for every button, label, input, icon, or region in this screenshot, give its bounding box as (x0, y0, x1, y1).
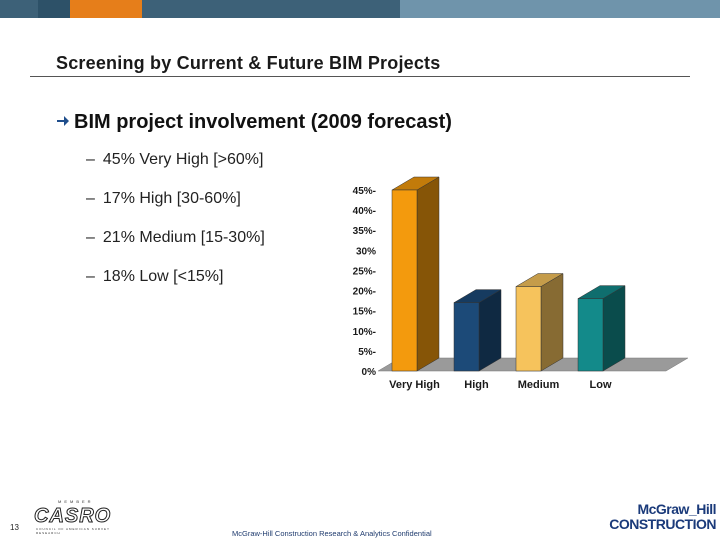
sub-bullet: –17% High [30-60%] (86, 190, 241, 208)
casro-member-label: MEMBER (58, 499, 94, 504)
arrow-right-icon (56, 114, 70, 131)
y-tick-label: 5%- (358, 347, 376, 358)
main-bullet: BIM project involvement (2009 forecast) (56, 111, 452, 134)
sub-bullet: –45% Very High [>60%] (86, 151, 263, 169)
bar-side (478, 289, 502, 372)
x-tick-label: Medium (518, 379, 560, 391)
y-tick-label: 30% (356, 246, 376, 257)
sub-bullet-dash: – (86, 229, 95, 246)
main-bullet-text: BIM project involvement (2009 forecast) (74, 111, 452, 133)
sub-bullet-dash: – (86, 268, 95, 285)
header-stripe-segment (0, 0, 38, 18)
slide-title: Screening by Current & Future BIM Projec… (56, 53, 441, 73)
y-tick-label: 40%- (353, 206, 376, 217)
x-tick-label: High (464, 379, 489, 391)
brand-line-1: McGraw_Hill (637, 501, 716, 517)
brand-line-2: CONSTRUCTION (609, 516, 716, 532)
y-tick-label: 15%- (353, 307, 376, 318)
title-divider (30, 76, 690, 77)
bar-side (602, 285, 626, 372)
sub-bullet-text: 45% Very High [>60%] (102, 151, 264, 168)
sub-bullet: –18% Low [<15%] (86, 268, 223, 286)
page-number: 13 (10, 523, 19, 532)
mcgraw-hill-logo: McGraw_Hill CONSTRUCTION (606, 502, 716, 532)
header-stripe-segment (70, 0, 142, 18)
sub-bullet-dash: – (86, 151, 95, 168)
bar-chart: 0% 5%- 10%- 15%- 20%- 25%- 30% 35%- 40%- 45%- Very… (353, 176, 689, 391)
x-tick-label: Very High (389, 379, 440, 391)
bar-side (416, 176, 440, 372)
header-stripe-segment (400, 0, 720, 18)
y-tick-label: 10%- (353, 327, 376, 338)
header-stripe-segment (142, 0, 400, 18)
bar (577, 298, 604, 372)
sub-bullet: –21% Medium [15-30%] (86, 229, 265, 247)
sub-bullet-dash: – (86, 190, 95, 207)
bar (453, 302, 480, 372)
sub-bullet-text: 21% Medium [15-30%] (102, 229, 265, 246)
y-tick-label: 25%- (353, 266, 376, 277)
x-tick-label: Low (590, 379, 612, 391)
y-tick-label: 45%- (353, 186, 376, 197)
casro-logo: MEMBER CASRO COUNCIL OF AMERICAN SURVEY … (30, 498, 120, 535)
casro-tagline: COUNCIL OF AMERICAN SURVEY RESEARCH (36, 527, 110, 535)
sub-bullet-text: 18% Low [<15%] (102, 268, 224, 285)
bar-side (540, 273, 564, 372)
casro-wordmark: CASRO (33, 505, 112, 528)
bar (391, 189, 418, 372)
y-tick-label: 20%- (353, 287, 376, 298)
confidentiality-notice: McGraw-Hill Construction Research & Anal… (232, 529, 432, 538)
bar (515, 286, 542, 372)
sub-bullet-text: 17% High [30-60%] (102, 190, 241, 207)
y-tick-label: 0% (362, 367, 377, 378)
header-stripe-segment (38, 0, 70, 18)
header-stripe (0, 0, 720, 18)
y-tick-label: 35%- (353, 226, 376, 237)
